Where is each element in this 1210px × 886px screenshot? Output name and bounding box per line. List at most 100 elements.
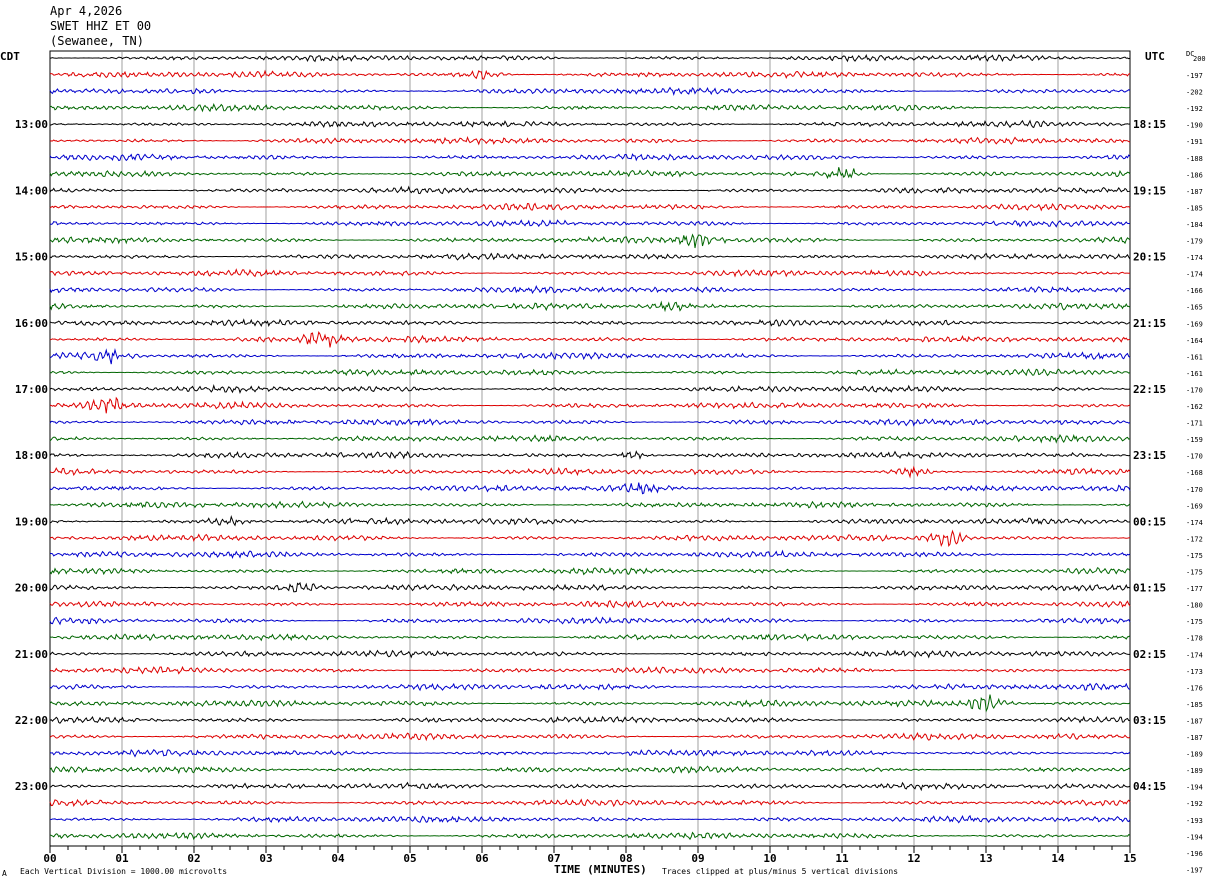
- footer-mark: A: [2, 869, 7, 878]
- scale-note: Each Vertical Division = 1000.00 microvo…: [20, 867, 228, 876]
- right-hour-label: 23:15: [1133, 449, 1166, 462]
- seismic-trace: [49, 300, 1131, 313]
- dc-offset-label: -192: [1186, 105, 1203, 113]
- right-hour-label: 01:15: [1133, 582, 1166, 595]
- x-tick-label: 09: [691, 852, 704, 865]
- left-hour-label: 17:00: [15, 383, 48, 396]
- dc-offset-label: -168: [1186, 469, 1203, 477]
- dc-offset-label: -173: [1186, 668, 1203, 676]
- left-hour-label: 18:00: [15, 449, 48, 462]
- dc-offset-label: -174: [1186, 271, 1203, 279]
- dc-offset-label: -190: [1186, 122, 1203, 130]
- x-tick-label: 15: [1123, 852, 1136, 865]
- seismic-trace: [49, 581, 1131, 593]
- left-hour-label: 21:00: [15, 648, 48, 661]
- dc-offset-label: -175: [1186, 618, 1203, 626]
- dc-offset-label: -161: [1186, 370, 1203, 378]
- dc-offset-label: -194: [1186, 833, 1203, 841]
- seismic-trace: [49, 831, 1131, 841]
- header-location: (Sewanee, TN): [50, 34, 144, 48]
- dc-offset-label: -180: [1186, 602, 1203, 610]
- dc-offset-label: -172: [1186, 535, 1203, 543]
- dc-offset-label: -169: [1186, 320, 1203, 328]
- x-tick-label: 08: [619, 852, 632, 865]
- seismic-trace: [49, 529, 1131, 548]
- dc-label: DC: [1186, 50, 1195, 58]
- x-tick-label: 06: [475, 852, 489, 865]
- dc-offset-label: -164: [1186, 337, 1203, 345]
- seismic-trace: [49, 616, 1131, 626]
- seismic-trace: [49, 814, 1131, 824]
- right-hour-label: 04:15: [1133, 780, 1166, 793]
- seismic-trace: [49, 53, 1131, 63]
- dc-offset-label: -174: [1186, 519, 1203, 527]
- seismic-trace: [49, 418, 1131, 427]
- seismic-trace: [49, 202, 1131, 212]
- dc-offset-label: -197: [1186, 72, 1203, 80]
- seismic-trace: [49, 500, 1131, 510]
- seismic-trace: [49, 450, 1131, 460]
- seismic-trace: [49, 268, 1131, 278]
- left-hour-label: 23:00: [15, 780, 48, 793]
- x-tick-label: 02: [187, 852, 200, 865]
- seismic-trace: [49, 633, 1131, 642]
- seismic-trace: [49, 285, 1131, 295]
- right-hour-label: 02:15: [1133, 648, 1166, 661]
- right-hour-label: 18:15: [1133, 118, 1166, 131]
- x-tick-label: 13: [979, 852, 992, 865]
- x-tick-label: 01: [115, 852, 129, 865]
- right-hour-label: 22:15: [1133, 383, 1166, 396]
- right-hour-label: 19:15: [1133, 184, 1166, 197]
- seismic-trace: [49, 748, 1131, 758]
- dc-offset-label: -186: [1186, 171, 1203, 179]
- dc-offset-label: -197: [1186, 866, 1203, 874]
- dc-offset-label: -175: [1186, 552, 1203, 560]
- seismic-trace: [49, 153, 1131, 162]
- x-tick-label: 04: [331, 852, 345, 865]
- left-hour-label: 22:00: [15, 714, 48, 727]
- dc-offset-label: -202: [1186, 89, 1203, 97]
- dc-offset-label: -187: [1186, 734, 1203, 742]
- seismic-trace: [49, 682, 1131, 692]
- x-tick-label: 10: [763, 852, 776, 865]
- seismic-trace: [49, 119, 1131, 129]
- dc-offset-label: -185: [1186, 204, 1203, 212]
- seismic-trace: [49, 781, 1131, 792]
- seismic-trace: [49, 694, 1131, 713]
- seismic-trace: [49, 69, 1131, 80]
- dc-offset-label: -187: [1186, 717, 1203, 725]
- seismic-trace: [49, 331, 1131, 348]
- seismic-trace: [49, 465, 1131, 479]
- dc-offset-label: -170: [1186, 486, 1203, 494]
- seismic-trace: [49, 798, 1131, 808]
- plot-frame: [49, 50, 1131, 847]
- dc-offset-label: -159: [1186, 436, 1203, 444]
- seismic-trace: [49, 167, 1131, 180]
- left-timezone-label: CDT: [0, 50, 20, 63]
- dc-offset-label: -161: [1186, 353, 1203, 361]
- x-tick-label: 07: [547, 852, 560, 865]
- x-tick-label: 03: [259, 852, 272, 865]
- dc-offset-label: -166: [1186, 287, 1203, 295]
- dc-offset-label: -169: [1186, 502, 1203, 510]
- dc-offset-label: -187: [1186, 188, 1203, 196]
- seismic-trace: [49, 252, 1131, 261]
- seismic-trace: [49, 233, 1131, 249]
- dc-offset-label: -176: [1186, 684, 1203, 692]
- dc-offset-label: -179: [1186, 238, 1203, 246]
- dc-offset-label: -174: [1186, 651, 1203, 659]
- dc-offset-label: -170: [1186, 453, 1203, 461]
- seismic-trace: [49, 599, 1131, 609]
- dc-offset-label: -165: [1186, 304, 1203, 312]
- dc-offset-label: -194: [1186, 784, 1203, 792]
- left-hour-label: 13:00: [15, 118, 48, 131]
- x-tick-label: 00: [43, 852, 56, 865]
- seismic-trace: [50, 549, 1131, 559]
- right-hour-label: 21:15: [1133, 317, 1166, 330]
- dc-offset-label: -189: [1186, 767, 1203, 775]
- seismic-trace: [49, 219, 1131, 228]
- dc-offset-label: -162: [1186, 403, 1203, 411]
- x-axis-title: TIME (MINUTES): [554, 863, 647, 876]
- seismic-trace: [49, 396, 1131, 414]
